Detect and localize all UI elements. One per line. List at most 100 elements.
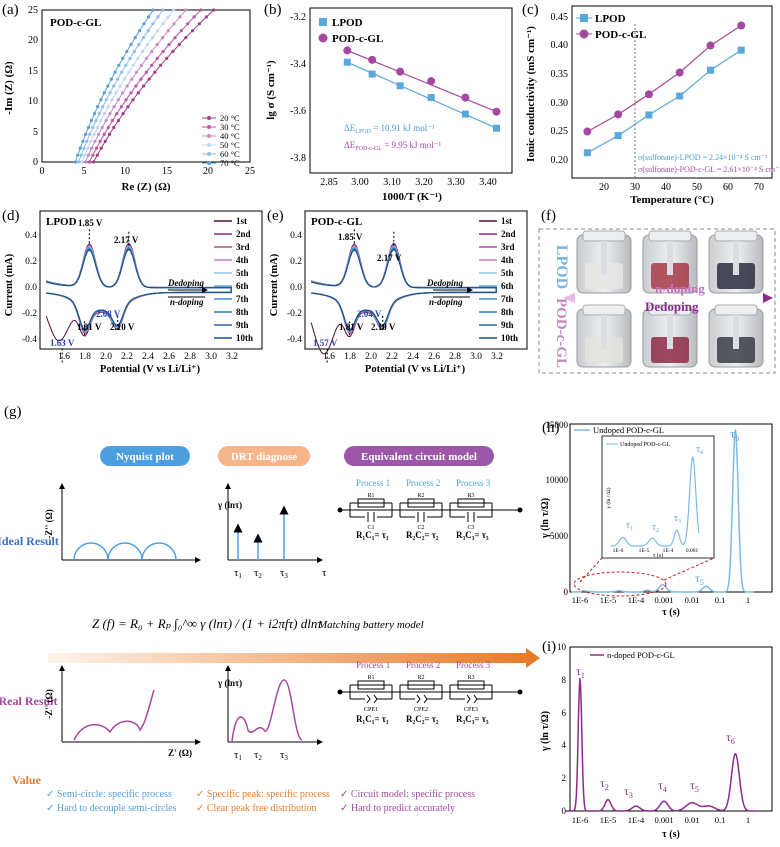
svg-text:τ3: τ3	[674, 513, 681, 525]
zoom-line-left	[579, 557, 603, 583]
svg-text:1E-5: 1E-5	[600, 595, 617, 605]
panel-i-frame	[569, 646, 773, 812]
legend-label: 70 °C	[220, 158, 240, 168]
data-point	[676, 92, 684, 100]
panel-b-yticks: -3.2 -3.4 -3.6 -3.8	[290, 12, 306, 164]
nyquist-point	[172, 22, 176, 26]
svg-text:✓ Clear peak free distribution: ✓ Clear peak free distribution	[196, 803, 317, 814]
panel-c-yticks: 0.45 0.40 0.35 0.30 0.25 0.20	[551, 12, 569, 166]
panel-d-ndoping: n-doping	[170, 297, 204, 307]
svg-text:2.4: 2.4	[142, 352, 154, 362]
svg-text:Process 3: Process 3	[456, 478, 491, 488]
nyquist-point	[121, 112, 125, 116]
panel-f-dedoping: Dedoping	[645, 299, 699, 314]
data-point	[368, 55, 377, 64]
nyquist-point	[159, 63, 163, 67]
legend-label: 40 °C	[220, 131, 240, 141]
drt-real: γ (lnτ) τ1 τ2 τ3	[217, 665, 323, 762]
cell-liquid	[585, 337, 623, 363]
nyquist-point	[92, 132, 96, 136]
nyquist-point	[92, 160, 96, 164]
svg-text:-0.4: -0.4	[22, 335, 37, 345]
nyquist-point	[192, 15, 196, 19]
svg-text:0: 0	[562, 806, 567, 816]
panel-h-inset	[601, 435, 715, 559]
svg-text:✓ Semi-circle: specific proces: ✓ Semi-circle: specific process	[46, 789, 172, 800]
cell-electrode	[667, 241, 673, 275]
svg-text:τ1: τ1	[626, 520, 633, 532]
legend-label: 7th	[236, 294, 249, 304]
panel-e: (e) POD-c-GL 1.6 1.8 2.0 2.2 2.4 2.6 2.8 3.0 3.…	[267, 208, 528, 375]
svg-text:0.40: 0.40	[551, 40, 569, 51]
legend-marker	[207, 116, 211, 120]
panel-h-legend: Undoped POD-c-GL	[593, 425, 664, 435]
nyquist-point	[161, 49, 165, 54]
legend-marker-podcgl	[318, 33, 328, 43]
nyquist-point	[147, 77, 151, 81]
svg-text:3.10: 3.10	[383, 177, 401, 188]
nyquist-point	[73, 160, 77, 164]
svg-text:τ2: τ2	[652, 522, 659, 534]
nyquist-point	[139, 77, 143, 81]
gradient-arrowhead	[526, 648, 540, 668]
nyquist-point	[119, 105, 123, 109]
svg-text:1.6: 1.6	[323, 352, 335, 362]
panel-e-dedoping: Dedoping	[426, 278, 464, 288]
panel-h-inset-curve	[610, 455, 700, 547]
nyquist-point	[117, 63, 121, 67]
panel-h-inset-legend: Undoped POD-c-GL	[620, 442, 670, 448]
nyquist-point	[186, 22, 190, 26]
cell-liquid	[717, 263, 755, 289]
panel-c-xticks: 20 30 40 50 60 70	[599, 182, 764, 193]
nyquist-point	[161, 8, 165, 12]
svg-text:3.0: 3.0	[205, 352, 217, 362]
capacitor-gap	[465, 513, 477, 521]
svg-text:Z' (Ω): Z' (Ω)	[168, 748, 192, 758]
cell-cap	[714, 230, 758, 242]
data-point	[706, 41, 715, 50]
svg-text:τ2: τ2	[254, 749, 262, 762]
panel-h-yticks: 0 5000 10000 15000	[546, 420, 569, 597]
panel-f-lpod: LPOD	[553, 245, 570, 289]
cpe-element	[366, 694, 378, 704]
svg-text:R₁C₁= τ₁: R₁C₁= τ₁	[356, 530, 389, 540]
cv-cycle	[311, 248, 497, 331]
panel-f-ndoping: n-doping	[655, 281, 705, 296]
nyquist-point	[112, 125, 116, 130]
svg-text:2.10 V: 2.10 V	[371, 322, 396, 332]
panel-a-ylabel: -Im (Z) (Ω)	[3, 61, 15, 115]
svg-text:0.2: 0.2	[290, 257, 302, 267]
nyquist-real: -Z'' (Ω) Z' (Ω)	[44, 665, 201, 758]
nyquist-point	[129, 42, 133, 47]
legend-marker	[207, 125, 211, 129]
nyquist-point	[99, 118, 103, 123]
panel-i-tau-labels: τ1 τ2 τ3 τ4 τ5 τ6	[576, 664, 735, 800]
svg-text:1E-6: 1E-6	[613, 548, 624, 554]
data-point	[396, 82, 404, 90]
legend-label: 8th	[501, 307, 514, 317]
capacitor-gap	[365, 695, 377, 703]
nyquist-point	[204, 15, 208, 19]
svg-text:-3.6: -3.6	[290, 106, 306, 117]
cv-cycle	[46, 248, 232, 331]
nyquist-point	[177, 42, 181, 47]
svg-text:-0.2: -0.2	[22, 309, 37, 319]
svg-text:0.20: 0.20	[551, 155, 569, 166]
capacitor-label: CPE3	[464, 707, 478, 713]
nyquist-point	[112, 105, 116, 109]
svg-text:1.81 V: 1.81 V	[339, 322, 364, 332]
panel-f-cells	[576, 230, 764, 368]
nyquist-point	[190, 29, 195, 33]
nyquist-point	[125, 84, 129, 88]
nyquist-point	[104, 98, 108, 102]
svg-text:2.6: 2.6	[428, 352, 440, 362]
svg-text:1E-5: 1E-5	[600, 815, 617, 825]
nyquist-point	[151, 8, 155, 12]
nyquist-point	[161, 22, 165, 26]
panel-f-podcgl: POD-c-GL	[553, 298, 569, 368]
svg-text:8: 8	[562, 675, 567, 685]
legend-label: 50 °C	[220, 140, 240, 150]
svg-text:-3.4: -3.4	[290, 59, 306, 70]
nyquist-point	[184, 36, 188, 40]
legend-label: 3rd	[501, 242, 515, 252]
